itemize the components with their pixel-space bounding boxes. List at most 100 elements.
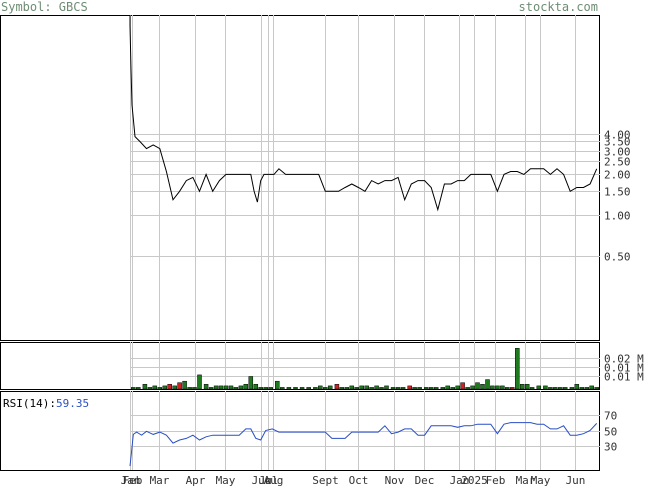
volume-bar-up xyxy=(495,385,500,390)
x-tick-label: Apr xyxy=(186,474,206,486)
price-tick-label: 3.50 xyxy=(604,136,631,149)
x-tick-label: Jun xyxy=(252,474,272,486)
volume-bar-up xyxy=(384,385,389,390)
price-line xyxy=(129,15,598,212)
volume-bar-up xyxy=(548,387,553,390)
volume-bar-up xyxy=(142,384,148,390)
volume-bar-up xyxy=(594,387,599,390)
volume-bar-down xyxy=(407,385,412,390)
volume-bar-up xyxy=(162,385,168,390)
volume-bar-up xyxy=(172,385,177,390)
price-tick-label: 4.00 xyxy=(604,129,631,142)
x-tick-label: Nov xyxy=(385,474,405,486)
volume-bar-up xyxy=(579,387,585,390)
volume-bar-up xyxy=(395,387,401,390)
volume-tick-label: 0.02 M xyxy=(604,353,644,366)
rsi-tick-label: 50 xyxy=(604,426,617,439)
volume-bar-up xyxy=(203,384,209,390)
volume-bar-down xyxy=(334,384,340,390)
volume-bar-up xyxy=(263,387,268,390)
volume-bar-up xyxy=(233,387,239,390)
volume-bar-up xyxy=(339,387,345,390)
x-tick-label: Sept xyxy=(312,474,339,486)
volume-bar-up xyxy=(354,387,359,390)
x-tick-label: Jul xyxy=(259,474,279,486)
panel-frames xyxy=(0,15,600,471)
x-tick-label: Jan xyxy=(450,474,470,486)
volume-bar-up xyxy=(558,387,563,390)
volume-bar-down xyxy=(510,387,515,390)
x-tick-label: Feb xyxy=(486,474,506,486)
volume-bar-up xyxy=(455,385,460,390)
volume-bar-up xyxy=(258,387,263,390)
volume-bar-up xyxy=(465,387,470,390)
price-tick-label: 2.00 xyxy=(604,169,631,182)
volume-bar-up xyxy=(445,385,450,390)
volume-bar-down xyxy=(177,382,182,390)
x-tick-label: Mar xyxy=(150,474,170,486)
volume-bar-up xyxy=(440,387,446,390)
volume-bar-up xyxy=(529,387,535,390)
volume-bar-up xyxy=(238,385,244,390)
volume-bar-up xyxy=(374,385,379,390)
volume-bar-up xyxy=(280,387,285,390)
x-tick-label: Jun xyxy=(566,474,586,486)
volume-bar-up xyxy=(562,387,568,390)
x-tick-label: Feb xyxy=(123,474,143,486)
volume-bar-up xyxy=(490,385,495,390)
x-tick-label: Dec xyxy=(415,474,435,486)
volume-bar-up xyxy=(131,387,136,390)
volume-bar-up xyxy=(505,387,510,390)
rsi-tick-label: 30 xyxy=(604,441,617,454)
volume-bar-up xyxy=(318,385,323,390)
volume-bar-up xyxy=(248,376,254,390)
volume-bar-up xyxy=(500,385,505,390)
volume-bar-up xyxy=(485,379,490,390)
volume-bar-up xyxy=(223,385,229,390)
volume-panel xyxy=(131,348,599,390)
volume-bar-up xyxy=(574,384,580,390)
rsi-label: RSI(14):59.35 xyxy=(3,397,89,410)
volume-bar-up xyxy=(450,387,455,390)
volume-bar-up xyxy=(359,385,364,390)
volume-bar-up xyxy=(157,387,163,390)
x-tick-label: Aug xyxy=(264,474,284,486)
volume-bar-up xyxy=(187,387,192,390)
volume-bar-up xyxy=(428,387,434,390)
price-tick-label: 1.50 xyxy=(604,186,631,199)
volume-bar-up xyxy=(293,387,298,390)
volume-bar-up xyxy=(417,387,422,390)
volume-tick-label: 0.01 M xyxy=(604,362,644,375)
volume-bar-up xyxy=(327,385,333,390)
volume-bar-up xyxy=(268,387,273,390)
price-tick-label: 3.00 xyxy=(604,146,631,159)
symbol-label: Symbol: GBCS xyxy=(1,0,88,14)
site-label[interactable]: stockta.com xyxy=(519,0,598,14)
volume-bar-up xyxy=(475,382,480,390)
volume-bar-up xyxy=(524,384,530,390)
grid-lines xyxy=(130,15,600,470)
price-panel xyxy=(129,15,598,212)
volume-bar-up xyxy=(313,387,318,390)
volume-bar-up xyxy=(136,387,141,390)
volume-bar-up xyxy=(423,387,429,390)
volume-bar-up xyxy=(192,387,197,390)
volume-bar-up xyxy=(536,385,542,390)
volume-bar-up xyxy=(253,384,259,390)
volume-bar-up xyxy=(152,385,158,390)
volume-bar-up xyxy=(228,385,234,390)
volume-bar-up xyxy=(433,387,439,390)
rsi-tick-label: 70 xyxy=(604,410,617,423)
volume-bar-up xyxy=(519,384,525,390)
price-tick-label: 1.00 xyxy=(604,210,631,223)
rsi-value: 59.35 xyxy=(56,397,89,410)
volume-bar-up xyxy=(218,385,224,390)
volume-bar-up xyxy=(213,385,219,390)
volume-bar-up xyxy=(480,384,485,390)
volume-bar-up xyxy=(147,387,153,390)
panel-frame xyxy=(0,342,600,390)
volume-bar-up xyxy=(243,384,249,390)
volume-bar-up xyxy=(470,385,475,390)
volume-bar-up xyxy=(208,387,214,390)
